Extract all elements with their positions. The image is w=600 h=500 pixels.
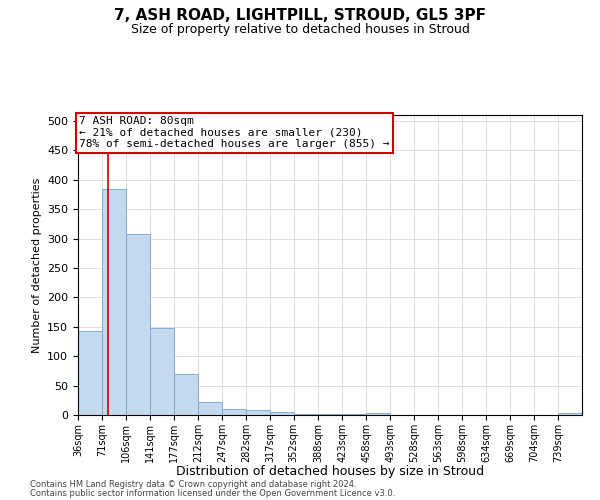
- Text: Size of property relative to detached houses in Stroud: Size of property relative to detached ho…: [131, 22, 469, 36]
- Text: 7 ASH ROAD: 80sqm
← 21% of detached houses are smaller (230)
78% of semi-detache: 7 ASH ROAD: 80sqm ← 21% of detached hous…: [79, 116, 390, 150]
- Bar: [126, 234, 150, 415]
- Text: Distribution of detached houses by size in Stroud: Distribution of detached houses by size …: [176, 464, 484, 477]
- Bar: [198, 402, 222, 415]
- Bar: [366, 412, 390, 415]
- Bar: [222, 409, 246, 415]
- Bar: [150, 328, 173, 415]
- Bar: [270, 412, 294, 415]
- Y-axis label: Number of detached properties: Number of detached properties: [32, 178, 41, 352]
- Bar: [78, 331, 102, 415]
- Bar: [319, 414, 342, 415]
- Bar: [342, 414, 366, 415]
- Bar: [246, 410, 270, 415]
- Text: Contains HM Land Registry data © Crown copyright and database right 2024.: Contains HM Land Registry data © Crown c…: [30, 480, 356, 489]
- Bar: [294, 414, 318, 415]
- Bar: [102, 188, 126, 415]
- Bar: [174, 374, 198, 415]
- Text: Contains public sector information licensed under the Open Government Licence v3: Contains public sector information licen…: [30, 488, 395, 498]
- Bar: [558, 412, 582, 415]
- Text: 7, ASH ROAD, LIGHTPILL, STROUD, GL5 3PF: 7, ASH ROAD, LIGHTPILL, STROUD, GL5 3PF: [114, 8, 486, 22]
